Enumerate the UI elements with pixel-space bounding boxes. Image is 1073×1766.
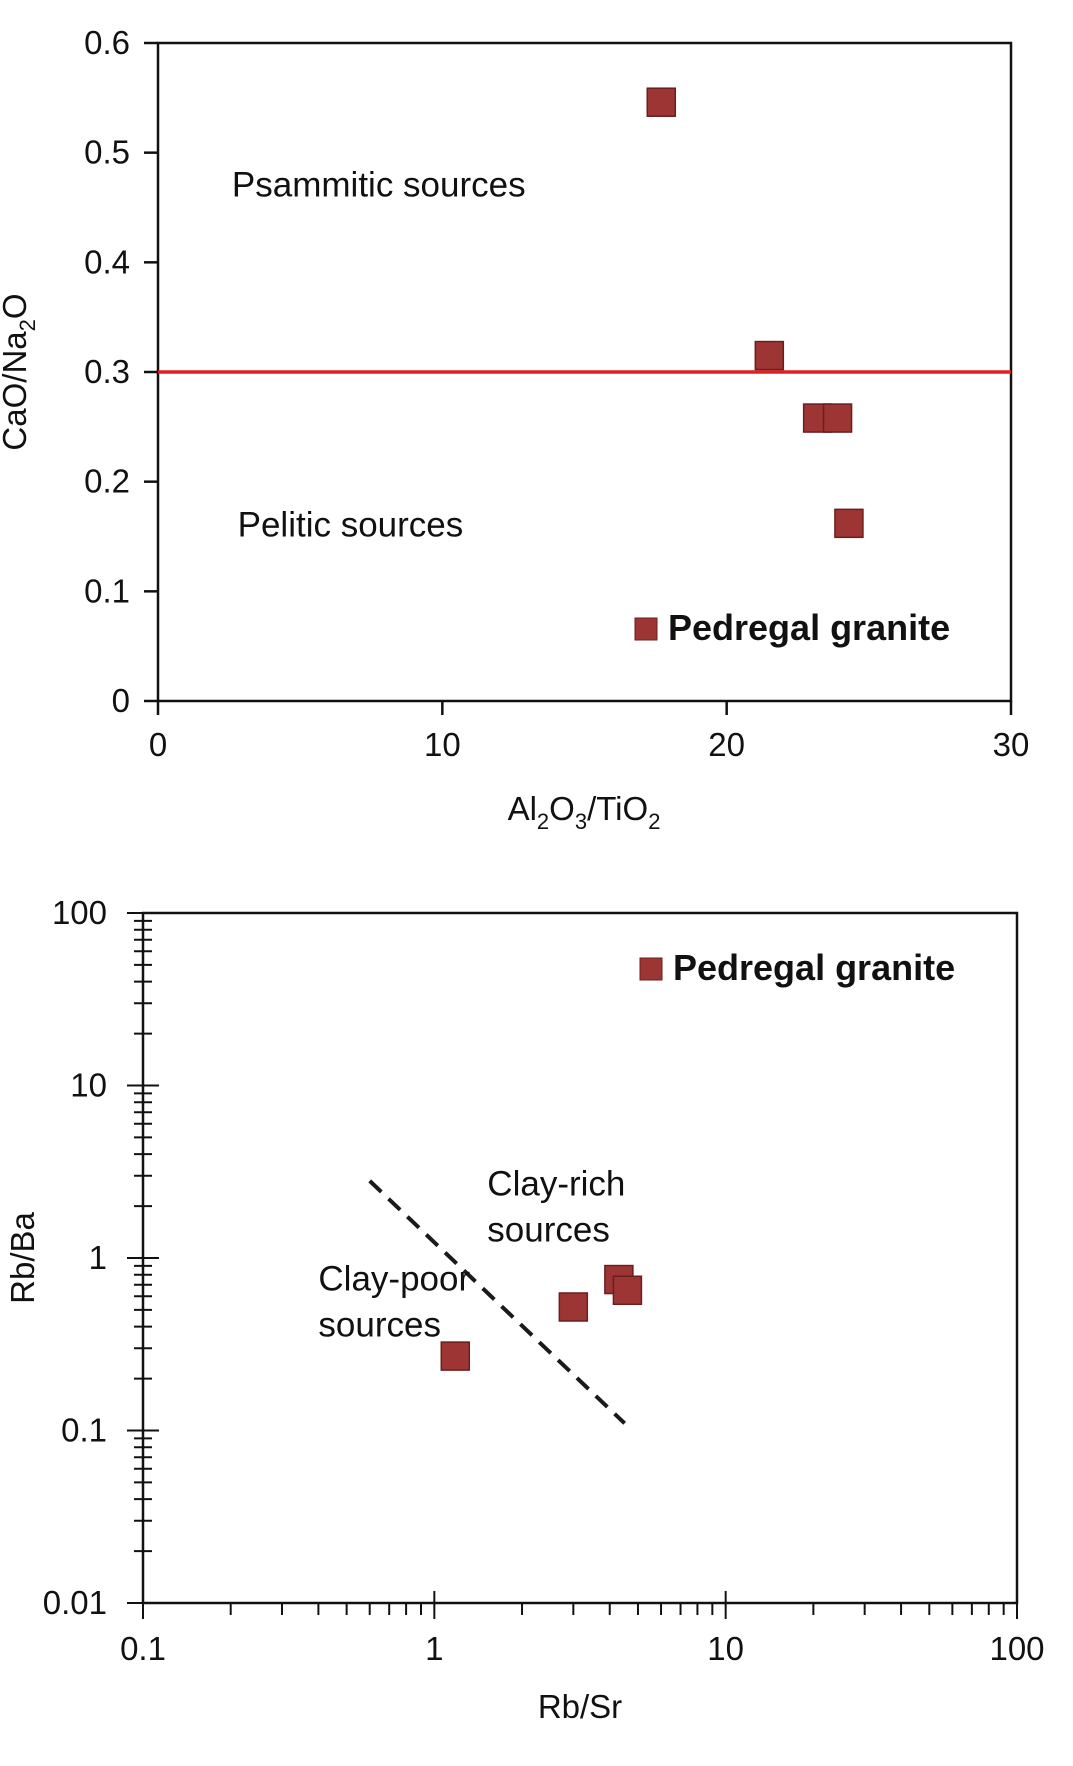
data-point [440, 1341, 471, 1371]
y-tick-label: 0.2 [84, 463, 130, 500]
x-tick-label: 10 [424, 726, 461, 763]
x-axis-label: Al2O3/TiO2 [508, 790, 661, 834]
region-label: Psammitic sources [232, 166, 526, 205]
scatter-chart-rb-ba-vs-rb-sr: 0.01 0.1 1 10 100 0.1 1 10 100 Clay-rich sources… [4, 894, 1045, 1725]
y-axis-label: CaO/Na2O [0, 293, 40, 450]
legend-marker [634, 617, 658, 641]
legend-label: Pedregal granite [673, 947, 955, 988]
x-tick-label: 100 [989, 1630, 1044, 1667]
data-points [646, 87, 864, 539]
region-labels: Psammitic sources Pelitic sources [232, 166, 526, 545]
data-point [754, 340, 785, 371]
legend-marker [639, 957, 663, 981]
y-tick-label: 100 [52, 894, 107, 931]
y-axis-ticks: 0 0.1 0.2 0.3 0.4 0.5 0.6 [84, 24, 158, 719]
legend-label: Pedregal granite [668, 607, 950, 648]
x-tick-label: 1 [425, 1630, 443, 1667]
x-axis-ticks: 0 10 20 30 [149, 701, 1030, 763]
y-tick-label: 0.4 [84, 243, 130, 280]
x-tick-label: 30 [993, 726, 1030, 763]
region-label: Pelitic sources [238, 506, 464, 545]
y-tick-label: 0.5 [84, 134, 130, 171]
region-label-line: sources [487, 1211, 610, 1250]
data-point [822, 403, 853, 433]
x-axis-ticks: 0.1 1 10 100 [120, 1591, 1045, 1667]
y-tick-label: 0.1 [84, 572, 130, 609]
x-axis-label-tail: /TiO [587, 790, 648, 827]
y-axis-ticks: 0.01 0.1 1 10 100 [43, 894, 159, 1621]
x-axis-label-sub2: 3 [575, 809, 587, 834]
x-axis-label-sub1: 2 [537, 809, 549, 834]
data-points [440, 1264, 643, 1371]
legend: Pedregal granite [634, 607, 950, 648]
x-axis-label: Rb/Sr [538, 1688, 622, 1725]
region-labels: Clay-rich sources Clay-poor sources [318, 1165, 625, 1345]
y-axis-label-base: CaO/Na [0, 331, 33, 451]
y-axis-label: Rb/Ba [4, 1211, 41, 1303]
scatter-chart-cao-na2o-vs-al2o3-tio2: 0 0.1 0.2 0.3 0.4 0.5 0.6 0 10 20 30 Psammitic so… [0, 24, 1030, 834]
y-tick-label: 1 [89, 1239, 107, 1276]
y-tick-label: 0.1 [61, 1412, 107, 1449]
data-point [834, 508, 864, 539]
y-tick-label: 0.01 [43, 1584, 107, 1621]
clay-boundary-dashed-line [368, 1179, 627, 1425]
x-axis-label-mid: O [549, 790, 575, 827]
y-tick-label: 10 [70, 1067, 107, 1104]
y-axis-label-tail: O [0, 293, 33, 319]
x-axis-label-base: Al [508, 790, 537, 827]
x-tick-label: 10 [707, 1630, 744, 1667]
y-tick-label: 0.3 [84, 353, 130, 390]
data-point [612, 1275, 643, 1306]
x-tick-label: 0.1 [120, 1630, 166, 1667]
region-label-line: Clay-poor [318, 1259, 470, 1298]
y-axis-label-sub: 2 [15, 319, 40, 331]
data-point [558, 1292, 589, 1322]
x-tick-label: 20 [708, 726, 745, 763]
legend: Pedregal granite [639, 947, 955, 988]
y-tick-label: 0 [112, 682, 130, 719]
data-point [646, 87, 677, 117]
region-label-line: sources [318, 1305, 441, 1344]
x-tick-label: 0 [149, 726, 167, 763]
plot-area-frame [141, 911, 1019, 1605]
x-axis-label-sub3: 2 [648, 809, 660, 834]
y-tick-label: 0.6 [84, 24, 130, 61]
region-label-line: Clay-rich [487, 1165, 625, 1204]
